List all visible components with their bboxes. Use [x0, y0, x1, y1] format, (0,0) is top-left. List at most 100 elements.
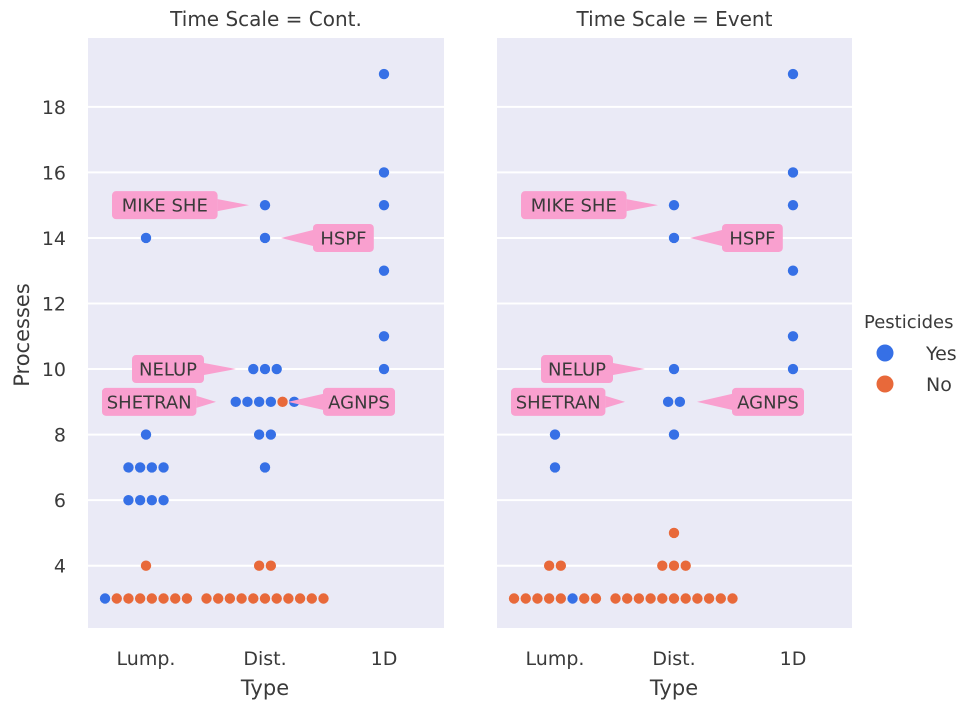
callout-label: NELUP	[548, 360, 606, 381]
data-point	[271, 593, 282, 604]
data-point	[265, 429, 277, 440]
data-point	[787, 363, 799, 375]
panel-title: Time Scale = Cont.	[169, 7, 362, 31]
callout-box	[511, 387, 606, 416]
callout-box	[732, 387, 804, 416]
callout-pointer	[626, 199, 658, 212]
data-point	[622, 593, 633, 604]
data-point	[787, 331, 799, 342]
x-tick-label: Lump.	[117, 648, 176, 670]
data-point	[242, 396, 253, 408]
callout-label: HSPF	[729, 228, 775, 249]
panel-title: Time Scale = Event	[576, 7, 773, 31]
y-tick-label: 18	[42, 97, 66, 119]
data-point	[378, 68, 390, 80]
data-point	[230, 396, 241, 408]
callout-label: AGNPS	[328, 392, 390, 413]
callout-pointer	[697, 393, 732, 410]
callout-label: SHETRAN	[107, 392, 192, 413]
data-point	[224, 593, 236, 604]
legend-label: No	[926, 374, 952, 396]
data-point	[579, 593, 590, 604]
data-point	[680, 593, 691, 604]
data-point	[657, 593, 668, 604]
data-point	[378, 363, 390, 375]
callout-box	[313, 223, 374, 252]
data-point	[567, 593, 578, 604]
data-point	[668, 199, 680, 211]
data-point	[555, 560, 567, 571]
data-point	[134, 462, 146, 473]
data-point	[645, 593, 656, 604]
data-point	[787, 68, 799, 80]
data-point	[123, 462, 134, 473]
data-point	[158, 494, 169, 506]
y-tick-label: 14	[42, 228, 66, 250]
y-axis-label: Processes	[10, 283, 34, 387]
x-tick-label: Lump.	[526, 648, 585, 670]
data-point	[692, 593, 703, 604]
y-tick-label: 6	[54, 490, 66, 512]
data-point	[590, 593, 602, 604]
data-point	[520, 593, 531, 604]
callout-label: NELUP	[139, 360, 197, 381]
data-point	[378, 265, 390, 276]
data-point	[378, 167, 390, 178]
data-point	[201, 593, 212, 604]
callout-label: AGNPS	[737, 392, 799, 413]
data-point	[668, 560, 680, 571]
y-tick-label: 8	[54, 425, 66, 447]
data-point	[134, 494, 146, 506]
data-point	[253, 429, 265, 440]
callout-pointer	[204, 363, 236, 376]
data-point	[549, 429, 561, 440]
y-tick-label: 4	[54, 556, 66, 578]
data-point	[668, 593, 680, 604]
legend-marker	[876, 375, 894, 393]
callout-label: HSPF	[320, 228, 366, 249]
plot-area-1	[88, 38, 444, 628]
data-point	[259, 363, 271, 375]
data-point	[265, 560, 277, 571]
data-point	[306, 593, 317, 604]
data-point	[532, 593, 543, 604]
data-point	[715, 593, 726, 604]
data-point	[549, 462, 561, 473]
data-point	[662, 396, 674, 408]
data-point	[277, 396, 288, 408]
data-point	[259, 232, 271, 244]
data-point	[265, 396, 277, 408]
callout-box	[112, 191, 218, 220]
data-point	[668, 429, 680, 440]
callout-pointer	[613, 363, 645, 376]
data-point	[123, 494, 134, 506]
data-point	[318, 593, 329, 604]
callout-pointer	[288, 393, 323, 410]
x-tick-label: Dist.	[652, 648, 695, 670]
x-tick-label: 1D	[780, 648, 807, 670]
data-point	[668, 232, 680, 244]
data-point	[248, 363, 259, 375]
x-tick-label: 1D	[371, 648, 398, 670]
x-axis-label: Type	[649, 676, 698, 700]
callout-box	[132, 355, 204, 384]
x-tick-label: Dist.	[243, 648, 286, 670]
callout-pointer	[605, 395, 625, 408]
data-point	[271, 363, 282, 375]
data-point	[668, 363, 680, 375]
data-point	[787, 265, 799, 276]
data-point	[727, 593, 738, 604]
callout-pointer	[281, 229, 313, 246]
data-point	[259, 199, 271, 211]
data-point	[680, 560, 691, 571]
callout-box	[521, 191, 627, 220]
data-point	[111, 593, 122, 604]
data-point	[259, 593, 271, 604]
data-point	[99, 593, 111, 604]
data-point	[253, 560, 265, 571]
callout-pointer	[217, 199, 249, 212]
data-point	[787, 199, 799, 211]
data-point	[787, 167, 799, 178]
data-point	[610, 593, 621, 604]
